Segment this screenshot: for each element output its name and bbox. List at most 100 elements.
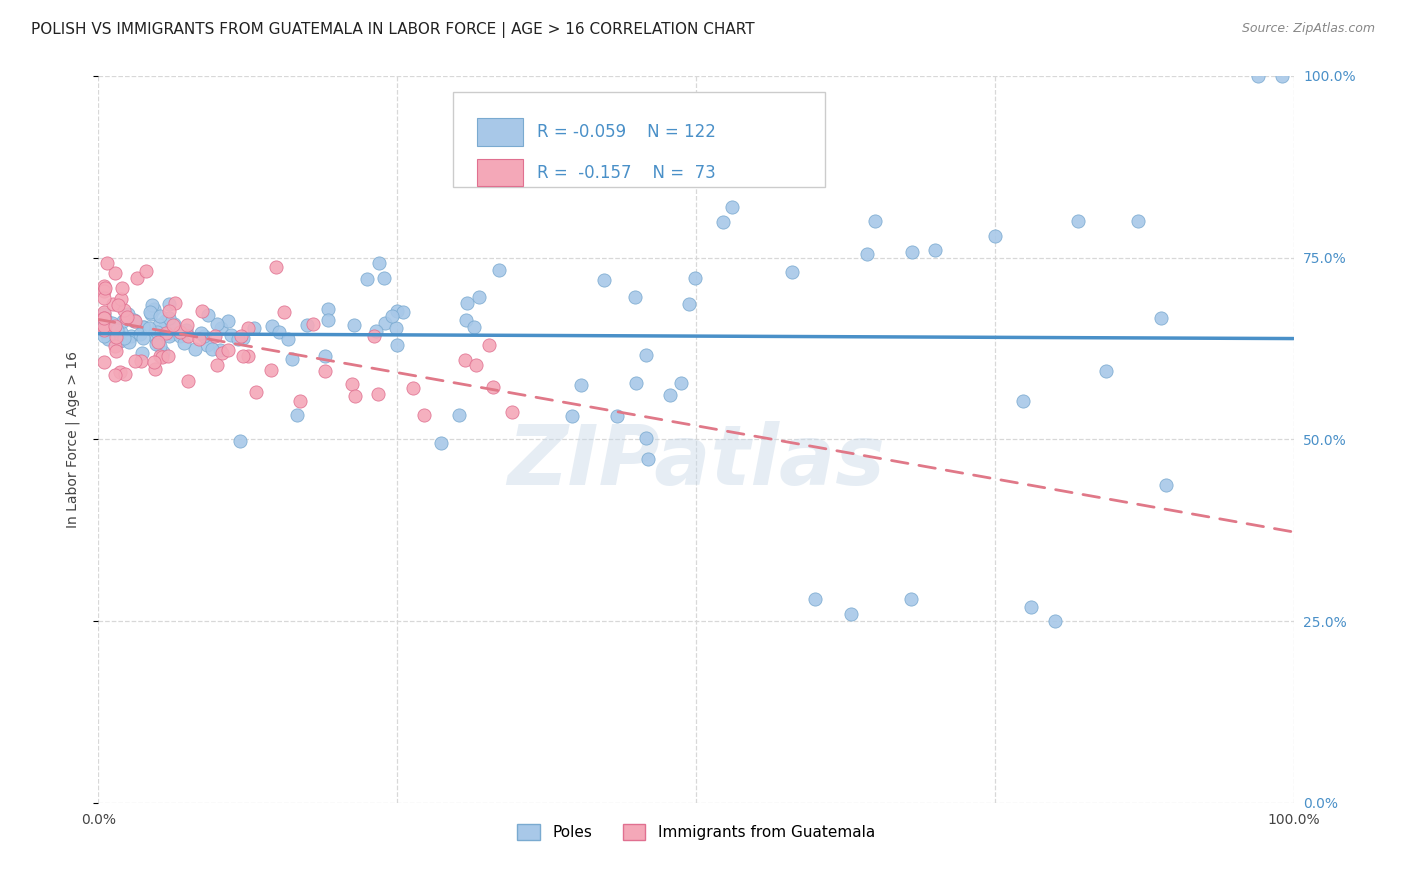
Point — [129, 327, 152, 342]
Point — [93, 307, 115, 321]
Point — [153, 314, 176, 328]
Point — [364, 324, 387, 338]
Point — [984, 228, 1007, 243]
Point — [146, 325, 169, 339]
Point — [104, 330, 127, 344]
Point — [1128, 214, 1150, 228]
Point — [104, 318, 127, 333]
Point — [112, 314, 135, 328]
Point — [217, 313, 239, 327]
Point — [302, 317, 325, 331]
Point — [163, 317, 186, 331]
Point — [363, 329, 385, 343]
Point — [115, 310, 138, 325]
Point — [93, 318, 115, 333]
Point — [124, 314, 146, 328]
Point — [124, 314, 146, 328]
Point — [637, 452, 659, 467]
Point — [169, 328, 191, 343]
Point — [101, 316, 124, 330]
Point — [841, 607, 863, 621]
Point — [93, 281, 115, 295]
Point — [117, 306, 139, 320]
Point — [105, 343, 128, 358]
Point — [285, 409, 308, 423]
Point — [266, 260, 288, 274]
Point — [385, 320, 408, 334]
Point — [157, 329, 180, 343]
Point — [454, 352, 477, 367]
Point — [205, 317, 228, 331]
Point — [316, 302, 339, 317]
Point — [391, 304, 413, 318]
Point — [901, 245, 924, 260]
Point — [187, 331, 209, 345]
Point — [636, 431, 658, 445]
Point — [262, 318, 284, 333]
Point — [191, 304, 214, 318]
Point — [228, 332, 250, 346]
Point — [232, 330, 254, 344]
Point — [104, 266, 127, 280]
Point — [569, 378, 592, 392]
Point — [134, 320, 156, 334]
Point — [626, 156, 648, 170]
Point — [118, 334, 141, 349]
Point — [711, 215, 734, 229]
Point — [367, 387, 389, 401]
Point — [193, 329, 215, 343]
Point — [683, 271, 706, 285]
Point — [456, 296, 478, 310]
Point — [343, 318, 366, 332]
Point — [132, 319, 155, 334]
Point — [342, 376, 364, 391]
Point — [112, 331, 135, 345]
Point — [104, 339, 127, 353]
Point — [316, 312, 339, 326]
Point — [804, 592, 827, 607]
Point — [97, 332, 120, 346]
Point — [110, 326, 132, 340]
Point — [373, 270, 395, 285]
Point — [865, 214, 887, 228]
Point — [150, 350, 173, 364]
Point — [207, 358, 229, 372]
Point — [197, 308, 219, 322]
Point — [344, 389, 367, 403]
Point — [195, 338, 218, 352]
Point — [93, 285, 115, 299]
Point — [208, 343, 231, 357]
Point — [108, 366, 131, 380]
Point — [94, 326, 117, 340]
Point — [678, 297, 700, 311]
Legend: Poles, Immigrants from Guatemala: Poles, Immigrants from Guatemala — [510, 818, 882, 846]
Point — [173, 335, 195, 350]
Point — [124, 354, 146, 368]
Point — [465, 358, 488, 372]
Point — [1154, 478, 1177, 492]
Point — [204, 329, 226, 343]
Point — [659, 388, 682, 402]
Point — [149, 338, 172, 352]
Point — [482, 380, 505, 394]
Point — [277, 332, 299, 346]
Point — [145, 337, 167, 351]
Point — [1095, 364, 1118, 378]
Point — [385, 304, 409, 318]
Point — [110, 292, 132, 306]
Text: R =  -0.157    N =  73: R = -0.157 N = 73 — [537, 163, 716, 181]
Point — [592, 273, 614, 287]
Point — [924, 244, 946, 258]
Point — [153, 325, 176, 339]
Point — [142, 355, 165, 369]
Point — [636, 348, 658, 362]
Point — [229, 328, 252, 343]
Point — [356, 271, 378, 285]
Point — [243, 321, 266, 335]
Point — [561, 409, 583, 424]
Point — [159, 303, 181, 318]
Text: Source: ZipAtlas.com: Source: ZipAtlas.com — [1241, 22, 1375, 36]
FancyBboxPatch shape — [477, 118, 523, 145]
Point — [163, 296, 186, 310]
Point — [1019, 599, 1042, 614]
